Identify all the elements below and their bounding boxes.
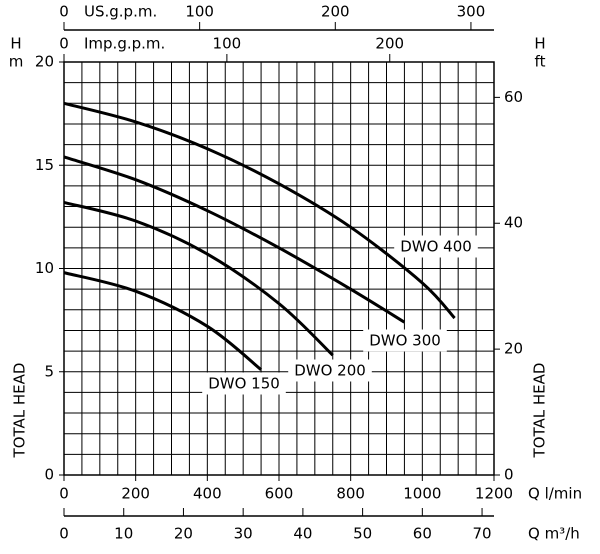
x4-tick-label: 20 bbox=[174, 525, 193, 543]
x-tick-label: 200 bbox=[121, 485, 150, 503]
x4-tick-label: 30 bbox=[234, 525, 253, 543]
pump-curve bbox=[63, 155, 406, 324]
x4-tick-label: 0 bbox=[59, 525, 69, 543]
x4-tick-label: 60 bbox=[413, 525, 432, 543]
y2-tick-label: 60 bbox=[504, 88, 523, 106]
y-axis-unit: m bbox=[9, 53, 24, 71]
x-tick-label: 800 bbox=[336, 485, 365, 503]
x3-axis-title: Imp.g.p.m. bbox=[84, 35, 165, 53]
x-tick-label: 1000 bbox=[403, 485, 441, 503]
y-tick-label: 5 bbox=[44, 362, 54, 380]
curve-label: DWO 150 bbox=[208, 375, 280, 393]
pump-curve bbox=[63, 200, 334, 357]
x3-tick-label: 0 bbox=[59, 35, 69, 53]
x2-tick-label: 300 bbox=[457, 3, 486, 21]
x-tick-label: 400 bbox=[193, 485, 222, 503]
x4-tick-label: 40 bbox=[293, 525, 312, 543]
x4-tick-label: 70 bbox=[473, 525, 492, 543]
x4-axis-title: Q m³/h bbox=[528, 525, 580, 543]
y2-axis-title: TOTAL HEAD bbox=[531, 363, 549, 459]
pump-curve bbox=[63, 271, 263, 371]
x4-tick-label: 50 bbox=[353, 525, 372, 543]
y2-axis-unit: ft bbox=[535, 53, 546, 71]
curve-label-bg bbox=[394, 235, 478, 258]
curve-label: DWO 200 bbox=[294, 362, 366, 380]
curve-label: DWO 300 bbox=[369, 332, 441, 350]
x2-tick-label: 100 bbox=[185, 3, 214, 21]
x3-tick-label: 100 bbox=[213, 35, 242, 53]
x4-tick-label: 10 bbox=[114, 525, 133, 543]
x-axis-title: Q l/min bbox=[528, 485, 582, 503]
x2-tick-label: 200 bbox=[321, 3, 350, 21]
y-tick-label: 10 bbox=[35, 259, 54, 277]
curve-label-bg bbox=[288, 359, 372, 382]
y2-tick-label: 20 bbox=[504, 340, 523, 358]
pump-curve bbox=[63, 101, 456, 320]
x-tick-label: 1200 bbox=[475, 485, 513, 503]
x-tick-label: 600 bbox=[265, 485, 294, 503]
curve-label-bg bbox=[363, 329, 447, 352]
x-tick-label: 0 bbox=[59, 485, 69, 503]
curve-label: DWO 400 bbox=[400, 238, 472, 256]
y-axis-title: TOTAL HEAD bbox=[11, 363, 29, 459]
y-tick-label: 0 bbox=[44, 466, 54, 484]
y2-axis-symbol: H bbox=[534, 35, 545, 53]
y-axis-symbol: H bbox=[10, 35, 21, 53]
x2-axis-title: US.g.p.m. bbox=[84, 3, 157, 21]
y2-tick-label: 0 bbox=[504, 466, 514, 484]
curve-label-bg bbox=[202, 372, 286, 395]
x2-tick-label: 0 bbox=[59, 3, 69, 21]
y-tick-label: 15 bbox=[35, 156, 54, 174]
y-tick-label: 20 bbox=[35, 53, 54, 71]
y2-tick-label: 40 bbox=[504, 214, 523, 232]
x3-tick-label: 200 bbox=[375, 35, 404, 53]
